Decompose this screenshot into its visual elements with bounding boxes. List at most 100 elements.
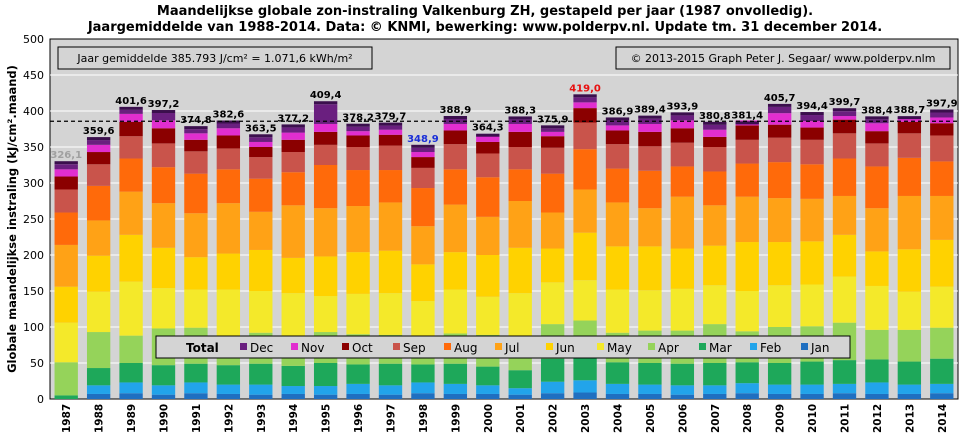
bar-top-cap	[540, 125, 565, 129]
bar-segment-mar-1996	[346, 364, 370, 384]
bar-top-cap	[605, 117, 630, 121]
bar-segment-oct-2006	[670, 128, 695, 143]
bar-segment-feb-2005	[638, 384, 662, 394]
bar-segment-feb-2009	[767, 384, 792, 394]
bar-segment-sep-1997	[378, 145, 403, 171]
bar-segment-dec-1989	[119, 109, 143, 114]
bar-top-cap	[573, 94, 597, 98]
bar-segment-nov-1991	[184, 133, 208, 140]
bar-segment-mar-2010	[800, 361, 824, 385]
bar-segment-aug-1988	[86, 185, 111, 221]
legend-swatch-nov	[291, 343, 298, 350]
bar-segment-jun-2001	[508, 247, 532, 294]
bar-segment-apr-2014	[930, 327, 954, 359]
bar-segment-jul-2010	[800, 198, 824, 242]
bar-segment-oct-1998	[411, 157, 435, 168]
legend-swatch-may	[597, 343, 604, 350]
legend-swatch-feb	[750, 343, 757, 350]
bar-segment-jan-2000	[476, 393, 500, 399]
x-tick-label: 1995	[321, 404, 333, 433]
bar-segment-nov-2002	[540, 131, 565, 137]
bar-segment-mar-1994	[281, 365, 305, 387]
bar-top-cap	[865, 116, 889, 120]
total-label-1989: 401,6	[115, 96, 147, 107]
legend: Total Dec Nov Oct Sep Aug Jul Jun May Apr Mar Feb Ja…	[155, 335, 851, 359]
bar-segment-sep-2007	[703, 147, 727, 172]
total-label-2012: 388,4	[861, 105, 893, 116]
bar-segment-feb-2007	[703, 385, 727, 394]
legend-label-dec: Dec	[250, 341, 273, 355]
bar-top-cap	[151, 110, 176, 114]
bar-segment-apr-1987	[54, 362, 78, 396]
bar-segment-mar-1990	[151, 365, 176, 386]
bar-segment-oct-2005	[638, 131, 662, 147]
bar-segment-mar-1989	[119, 363, 143, 383]
bar-segment-jun-1994	[281, 257, 305, 294]
x-tick-label: 1993	[256, 404, 268, 433]
info-boxes: Jaar gemiddelde 385.793 J/cm² = 1.071,6 …	[57, 46, 951, 70]
bar-segment-dec-1995	[313, 104, 338, 124]
bar-segment-jul-1994	[281, 205, 305, 258]
bar-segment-oct-1990	[151, 128, 176, 144]
bar-segment-jul-1997	[378, 202, 403, 251]
bar-segment-feb-1996	[346, 383, 370, 394]
x-tick-label: 1999	[450, 404, 462, 433]
bar-segment-nov-2001	[508, 123, 532, 132]
bar-segment-aug-2012	[865, 166, 889, 209]
bar-segment-jan-2013	[897, 393, 922, 399]
bar-segment-sep-2004	[605, 144, 630, 169]
bar-segment-jul-1999	[443, 204, 468, 253]
bar-segment-may-1992	[216, 289, 241, 337]
y-tick-labels: 0 50 100 150 200 250 300 350 400 450 500	[23, 33, 44, 406]
bar-segment-oct-2008	[735, 125, 759, 140]
bar-segment-mar-1997	[378, 363, 403, 386]
bar-segment-feb-2000	[476, 385, 500, 394]
bar-segment-aug-1995	[313, 165, 338, 209]
bar-segment-may-1991	[184, 289, 208, 328]
bar-segment-oct-1994	[281, 139, 305, 153]
bar-segment-jan-1989	[119, 393, 143, 399]
total-label-2013: 388,7	[894, 105, 926, 116]
bar-segment-oct-2009	[767, 124, 792, 138]
bar-segment-dec-2005	[638, 118, 662, 124]
legend-label-sep: Sep	[403, 341, 426, 355]
bar-segment-jan-2009	[767, 393, 792, 399]
bar-top-cap	[735, 121, 759, 125]
bar-segment-mar-2000	[476, 366, 500, 386]
bar-segment-nov-2000	[476, 134, 500, 142]
total-label-1991: 374,8	[180, 115, 212, 126]
x-tick-labels: 1987 1988 1989 1990 1991 1992 1993 1994 1995 1996…	[61, 404, 949, 433]
bar-segment-mar-2002	[540, 358, 565, 382]
bar-segment-may-2005	[638, 290, 662, 331]
bar-segment-aug-1990	[151, 167, 176, 204]
bar-segment-jul-1987	[54, 244, 78, 287]
bar-segment-may-2006	[670, 288, 695, 331]
x-tick-label: 2007	[710, 404, 722, 433]
bar-segment-dec-1996	[346, 126, 370, 132]
bar-segment-oct-2007	[703, 136, 727, 147]
bar-segment-jul-1995	[313, 208, 338, 257]
bar-segment-jun-2007	[703, 245, 727, 286]
bar-segment-nov-1987	[54, 169, 78, 177]
bar-segment-jul-2009	[767, 198, 792, 243]
bar-segment-jul-2012	[865, 208, 889, 252]
bar-segment-jun-2011	[832, 234, 857, 277]
bar-segment-feb-1995	[313, 386, 338, 395]
bar-segment-feb-2011	[832, 383, 857, 394]
bar-segment-may-1996	[346, 293, 370, 335]
x-tick-label: 2009	[775, 404, 787, 433]
bar-segment-nov-1994	[281, 132, 305, 140]
chart-title-line: Maandelijkse globale zon-instraling Valk…	[157, 4, 813, 19]
bar-segment-may-1988	[86, 291, 111, 333]
bar-segment-sep-2003	[573, 122, 597, 150]
bar-segment-sep-2009	[767, 137, 792, 163]
bar-segment-mar-2007	[703, 363, 727, 386]
bar-top-cap	[638, 115, 662, 119]
bar-top-cap	[86, 137, 111, 141]
bar-segment-jun-1991	[184, 257, 208, 290]
bar-segment-aug-1987	[54, 212, 78, 245]
bar-segment-feb-1990	[151, 385, 176, 395]
x-tick-label: 2013	[904, 404, 916, 433]
bar-segment-aug-2005	[638, 170, 662, 209]
bar-segment-nov-1996	[346, 131, 370, 136]
